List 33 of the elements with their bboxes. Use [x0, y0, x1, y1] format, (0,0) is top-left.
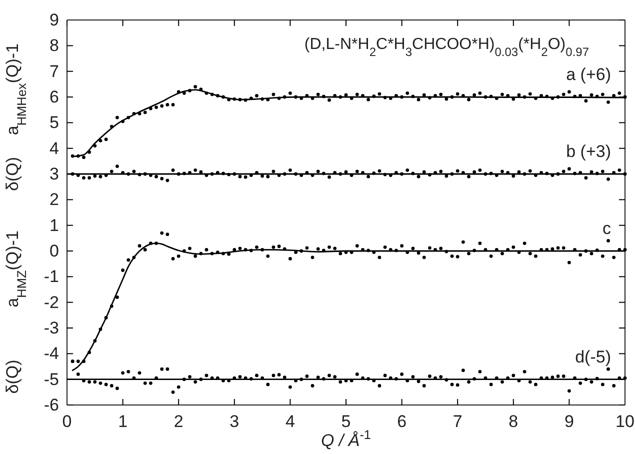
- y-tick-label: 0: [50, 241, 59, 260]
- y-tick-label: -5: [44, 370, 59, 389]
- y-tick-label: 3: [50, 164, 59, 184]
- legend-label: a (+6): [566, 65, 611, 84]
- legend-label: b (+3): [566, 142, 611, 162]
- x-tick-label: 4: [285, 412, 295, 432]
- y-tick-label: 9: [50, 10, 59, 30]
- x-tick-label: 6: [397, 412, 407, 432]
- chart-title: (D,L-N*H$_{2}$C*H$_{3}$CHCOO*H)$_{0.03}$(*H$_{2}$O)$_{0.97}$: [304, 36, 589, 59]
- legend-label: c: [602, 218, 612, 238]
- y-tick-label: 6: [50, 87, 59, 106]
- y-tick-label: 8: [50, 36, 59, 56]
- y-tick-label: 2: [50, 190, 59, 210]
- y-tick-label: -6: [44, 395, 59, 414]
- x-tick-label: 10: [616, 412, 634, 432]
- y-tick-label: -2: [44, 292, 59, 312]
- x-tick-label: 3: [230, 412, 240, 432]
- x-tick-label: 8: [508, 412, 518, 432]
- text: δ(Q): [3, 360, 22, 394]
- x-tick-label: 0: [62, 412, 72, 432]
- text: δ(Q): [3, 156, 22, 192]
- y-tick-label: 7: [50, 62, 59, 81]
- y-tick-label: -4: [44, 344, 59, 364]
- y-tick-label: -1: [44, 267, 59, 286]
- y-tick-label: 4: [50, 138, 59, 158]
- x-tick-label: 1: [118, 412, 128, 432]
- y-tick-label: -3: [44, 318, 59, 338]
- legend-label: d(-5): [575, 347, 611, 366]
- y-tick-label: 5: [50, 113, 59, 132]
- x-tick-label: 9: [564, 412, 574, 432]
- x-tick-label: 7: [452, 412, 462, 432]
- x-tick-label: 2: [174, 412, 184, 432]
- y-tick-label: 1: [50, 216, 59, 235]
